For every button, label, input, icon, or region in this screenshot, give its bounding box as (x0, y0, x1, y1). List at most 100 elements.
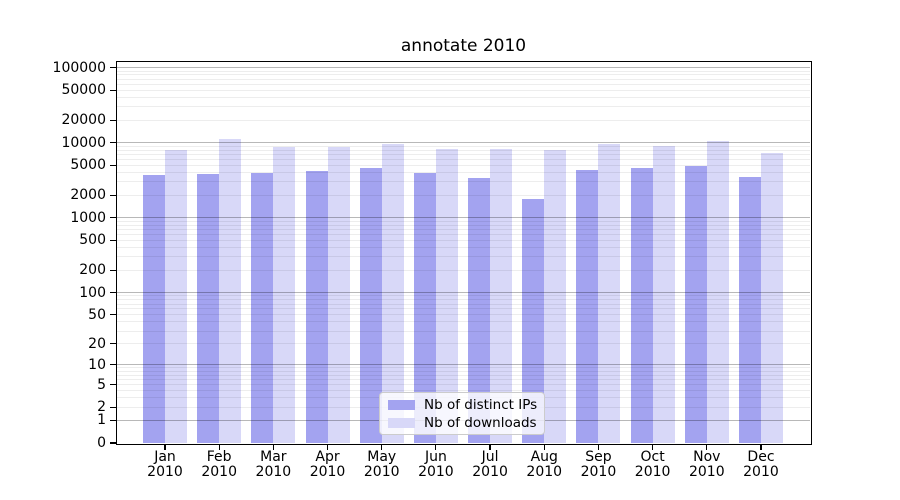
x-tick-mark (218, 444, 220, 450)
gridline-minor (117, 256, 810, 258)
bar-downloads (165, 150, 187, 443)
bar-downloads (598, 143, 621, 443)
bar-distinct-ips (359, 168, 382, 443)
gridline-minor (117, 145, 810, 147)
gridline-minor (117, 194, 810, 196)
x-tick-label: Jan 2010 (147, 449, 183, 480)
y-tick-mark (110, 383, 116, 386)
gridline-minor (117, 106, 810, 108)
gridline-minor (117, 367, 810, 369)
bar-distinct-ips (305, 170, 328, 443)
x-tick-label: Jun 2010 (418, 449, 454, 480)
y-tick-label: 5 (97, 376, 106, 393)
chart-title: annotate 2010 (400, 36, 527, 56)
gridline-minor (117, 228, 810, 230)
x-tick-mark (597, 444, 600, 450)
legend-label-downloads: Nb of downloads (424, 414, 537, 431)
y-tick-mark (110, 142, 116, 144)
legend-item-distinct-ips: Nb of distinct IPs (388, 396, 538, 413)
gridline-minor (117, 321, 810, 323)
y-tick-mark (110, 164, 116, 166)
plot-area: Nb of distinct IPs Nb of downloads (115, 60, 812, 445)
y-tick-mark (110, 194, 116, 196)
bar-downloads (490, 148, 513, 443)
y-tick-mark (110, 419, 116, 421)
bar-distinct-ips (197, 173, 220, 443)
y-tick-label: 1 (97, 412, 106, 429)
y-tick-mark (110, 217, 116, 219)
bar-distinct-ips (576, 170, 599, 443)
gridline-minor (117, 119, 810, 121)
gridline-minor (117, 233, 810, 235)
bar-downloads (435, 149, 458, 443)
x-tick-label: Jul 2010 (472, 449, 508, 480)
y-tick-label: 200 (79, 262, 106, 279)
x-tick-label: Oct 2010 (634, 449, 671, 480)
legend-label-distinct-ips: Nb of distinct IPs (424, 396, 538, 413)
bar-distinct-ips (143, 175, 165, 443)
bar-distinct-ips (684, 166, 707, 443)
x-tick-mark (543, 444, 545, 450)
y-tick-label: 20 (88, 335, 106, 352)
y-tick-label: 2000 (70, 187, 106, 204)
y-tick-mark (110, 343, 116, 345)
bar-distinct-ips (738, 176, 761, 443)
gridline-minor (117, 303, 810, 305)
x-tick-mark (381, 444, 383, 450)
gridline-minor (117, 78, 810, 80)
gridline-minor (117, 149, 810, 151)
gridline-minor (117, 164, 810, 166)
gridline-major (117, 67, 810, 69)
x-tick-mark (706, 444, 708, 450)
gridline-minor (117, 239, 810, 241)
y-tick-label: 0 (97, 435, 106, 451)
y-tick-mark (110, 67, 116, 69)
x-tick-mark (489, 444, 491, 450)
gridline-minor (117, 172, 810, 174)
bar-distinct-ips (251, 173, 274, 443)
gridline-minor (117, 269, 810, 271)
y-tick-label: 10000 (61, 134, 106, 151)
x-tick-label: Aug 2010 (526, 449, 563, 480)
bar-distinct-ips (522, 199, 545, 443)
x-tick-mark (326, 444, 329, 450)
gridline-minor (117, 295, 810, 297)
gridline-minor (117, 224, 810, 226)
x-tick-label: Sep 2010 (580, 449, 617, 480)
y-tick-label: 1000 (70, 209, 106, 226)
legend-swatch-downloads (388, 417, 415, 428)
gridline-minor (117, 370, 810, 372)
gridline-minor (117, 379, 810, 381)
gridline-minor (117, 220, 810, 222)
y-tick-label: 5000 (70, 157, 106, 174)
y-tick-mark (110, 119, 116, 121)
gridline-major (117, 217, 810, 219)
bar-distinct-ips (413, 173, 436, 443)
bar-downloads (706, 140, 729, 443)
legend-swatch-distinct-ips (388, 399, 415, 410)
x-tick-label: Nov 2010 (688, 449, 725, 480)
x-tick-mark (652, 444, 654, 450)
x-tick-label: Dec 2010 (743, 449, 779, 480)
y-tick-label: 50 (88, 306, 106, 323)
y-tick-mark (110, 89, 116, 91)
y-tick-mark (110, 291, 116, 294)
bar-downloads (327, 147, 350, 443)
y-tick-label: 2 (97, 399, 106, 416)
bar-distinct-ips (630, 168, 653, 443)
bars-layer (117, 62, 810, 443)
y-tick-mark (110, 269, 116, 271)
gridline-minor (117, 70, 810, 72)
legend-item-downloads: Nb of downloads (388, 414, 537, 431)
bar-downloads (381, 144, 404, 443)
y-tick-label: 500 (79, 232, 106, 249)
y-tick-label: 100000 (52, 59, 106, 76)
bar-downloads (219, 139, 242, 443)
y-tick-label: 10 (88, 356, 106, 373)
y-tick-mark (110, 364, 116, 366)
x-tick-mark (272, 444, 274, 450)
gridline-minor (117, 330, 810, 332)
bar-downloads (760, 153, 783, 443)
grid-layer (117, 62, 810, 443)
